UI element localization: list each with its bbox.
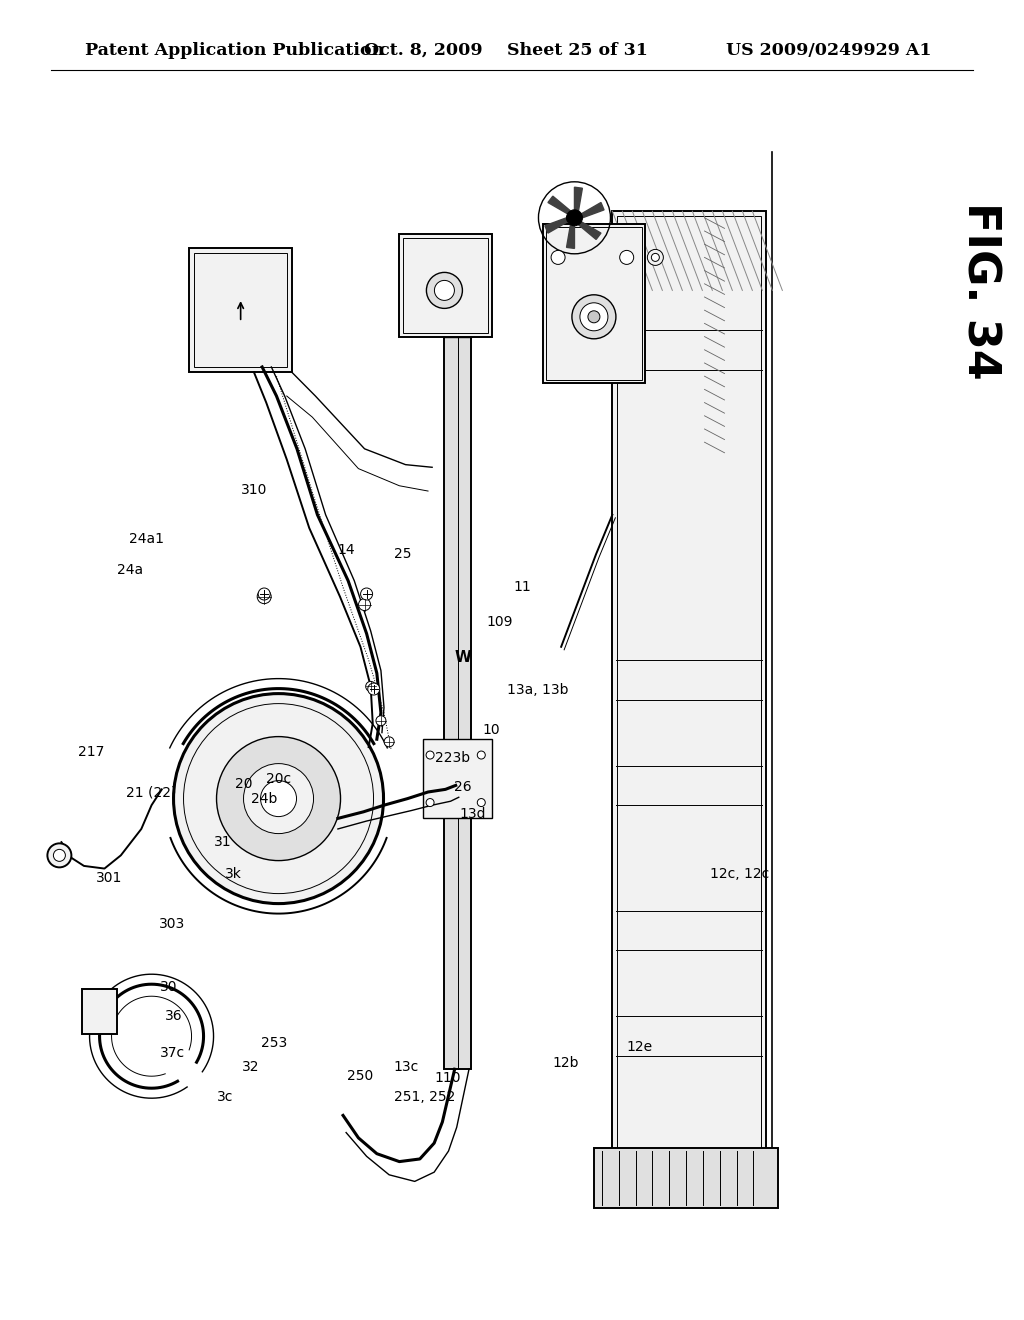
Circle shape bbox=[53, 849, 66, 862]
Bar bbox=[546, 227, 642, 380]
Bar bbox=[399, 234, 492, 337]
Bar bbox=[423, 739, 492, 818]
Circle shape bbox=[173, 693, 384, 904]
Text: 24a: 24a bbox=[117, 564, 143, 577]
Text: FIG. 34: FIG. 34 bbox=[958, 202, 1001, 379]
Polygon shape bbox=[566, 224, 574, 248]
Bar bbox=[189, 248, 292, 372]
Bar bbox=[82, 989, 118, 1034]
Circle shape bbox=[566, 210, 583, 226]
Text: 109: 109 bbox=[486, 615, 513, 628]
Text: 24a1: 24a1 bbox=[129, 532, 164, 545]
Bar bbox=[543, 224, 645, 383]
Text: W: W bbox=[455, 649, 471, 665]
Circle shape bbox=[588, 310, 600, 323]
Circle shape bbox=[477, 799, 485, 807]
Circle shape bbox=[580, 302, 608, 331]
Text: 24b: 24b bbox=[251, 792, 278, 805]
Circle shape bbox=[426, 751, 434, 759]
Text: Patent Application Publication: Patent Application Publication bbox=[85, 42, 384, 58]
Text: 31: 31 bbox=[214, 836, 232, 849]
Text: 251, 252: 251, 252 bbox=[394, 1090, 456, 1104]
Circle shape bbox=[366, 681, 376, 692]
Circle shape bbox=[426, 272, 463, 309]
Circle shape bbox=[551, 251, 565, 264]
Text: 11: 11 bbox=[513, 581, 531, 594]
Text: 12e: 12e bbox=[627, 1040, 653, 1053]
Circle shape bbox=[376, 715, 386, 726]
Circle shape bbox=[434, 280, 455, 301]
Bar bbox=[617, 216, 761, 1156]
Text: 26: 26 bbox=[454, 780, 472, 793]
Text: US 2009/0249929 A1: US 2009/0249929 A1 bbox=[726, 42, 932, 58]
Circle shape bbox=[360, 587, 373, 601]
Text: 301: 301 bbox=[96, 871, 123, 884]
Text: 25: 25 bbox=[393, 548, 412, 561]
Circle shape bbox=[647, 249, 664, 265]
Circle shape bbox=[651, 253, 659, 261]
Circle shape bbox=[368, 682, 380, 696]
Text: 20: 20 bbox=[234, 777, 253, 791]
Circle shape bbox=[260, 780, 297, 817]
Bar bbox=[594, 1148, 778, 1208]
Circle shape bbox=[426, 799, 434, 807]
Text: 13c: 13c bbox=[394, 1060, 419, 1073]
Polygon shape bbox=[582, 202, 604, 218]
Text: 20c: 20c bbox=[266, 772, 291, 785]
Circle shape bbox=[258, 587, 270, 601]
Text: 32: 32 bbox=[242, 1060, 260, 1073]
Text: 30: 30 bbox=[160, 981, 178, 994]
Text: 310: 310 bbox=[241, 483, 267, 496]
Circle shape bbox=[257, 590, 271, 603]
Text: 13d: 13d bbox=[460, 808, 486, 821]
Polygon shape bbox=[579, 222, 601, 239]
Text: 10: 10 bbox=[482, 723, 501, 737]
Polygon shape bbox=[548, 197, 570, 214]
Text: Sheet 25 of 31: Sheet 25 of 31 bbox=[507, 42, 648, 58]
Text: 110: 110 bbox=[434, 1072, 461, 1085]
Text: 36: 36 bbox=[165, 1010, 183, 1023]
Circle shape bbox=[572, 294, 615, 339]
Text: 37c: 37c bbox=[160, 1047, 184, 1060]
Text: 3c: 3c bbox=[217, 1090, 233, 1104]
Circle shape bbox=[358, 598, 371, 611]
Bar bbox=[612, 211, 766, 1162]
Text: 3k: 3k bbox=[225, 867, 242, 880]
Text: 303: 303 bbox=[159, 917, 185, 931]
Circle shape bbox=[477, 751, 485, 759]
Circle shape bbox=[384, 737, 394, 747]
Text: 13a, 13b: 13a, 13b bbox=[507, 684, 568, 697]
Polygon shape bbox=[545, 218, 567, 234]
Bar bbox=[444, 261, 471, 1069]
Text: 253: 253 bbox=[261, 1036, 288, 1049]
Text: 21 (22): 21 (22) bbox=[126, 785, 177, 799]
Text: 250: 250 bbox=[347, 1069, 374, 1082]
Text: 14: 14 bbox=[337, 544, 355, 557]
Polygon shape bbox=[574, 187, 583, 211]
Text: Oct. 8, 2009: Oct. 8, 2009 bbox=[364, 42, 482, 58]
Text: 223b: 223b bbox=[435, 751, 470, 764]
Circle shape bbox=[216, 737, 341, 861]
Text: 217: 217 bbox=[78, 746, 104, 759]
Bar bbox=[195, 253, 287, 367]
Bar bbox=[403, 238, 487, 333]
Circle shape bbox=[244, 763, 313, 834]
Text: 12b: 12b bbox=[552, 1056, 579, 1069]
Circle shape bbox=[620, 251, 634, 264]
Circle shape bbox=[47, 843, 72, 867]
Bar bbox=[436, 259, 479, 276]
Text: 12c, 12c: 12c, 12c bbox=[710, 867, 769, 880]
